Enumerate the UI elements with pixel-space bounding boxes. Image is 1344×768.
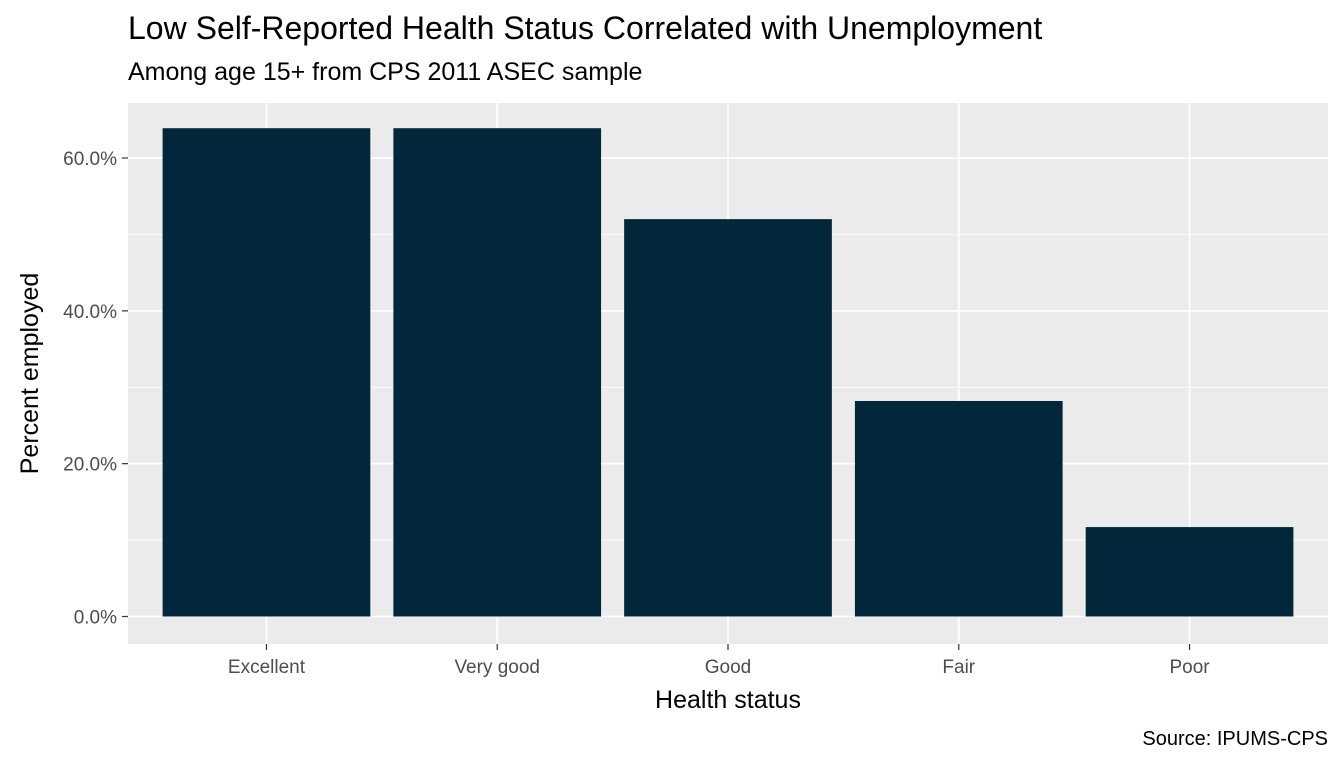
bar-good (624, 219, 832, 617)
y-axis-title: Percent employed (16, 273, 44, 475)
x-tick-label: Very good (454, 657, 540, 678)
y-axis: 0.0% 20.0% 40.0% 60.0% (63, 149, 128, 628)
y-tick-label: 40.0% (63, 302, 117, 323)
x-tick-label: Poor (1169, 657, 1210, 678)
x-tick-label: Good (705, 657, 751, 678)
chart-subtitle: Among age 15+ from CPS 2011 ASEC sample (128, 58, 643, 86)
x-axis-title: Health status (655, 686, 801, 714)
x-tick-label: Excellent (228, 657, 306, 678)
source-caption: Source: IPUMS-CPS (1142, 728, 1328, 750)
bar-poor (1085, 527, 1294, 617)
chart-title: Low Self-Reported Health Status Correlat… (128, 10, 1043, 46)
y-tick-label: 0.0% (74, 607, 117, 628)
x-axis: Excellent Very good Good Fair Poor (228, 644, 1210, 678)
bar-fair (854, 401, 1063, 617)
bar-excellent (162, 128, 371, 617)
bar-very-good (393, 128, 602, 617)
x-tick-label: Fair (942, 657, 975, 678)
y-tick-label: 20.0% (63, 455, 117, 476)
bars (162, 128, 1294, 617)
y-tick-label: 60.0% (63, 149, 117, 170)
